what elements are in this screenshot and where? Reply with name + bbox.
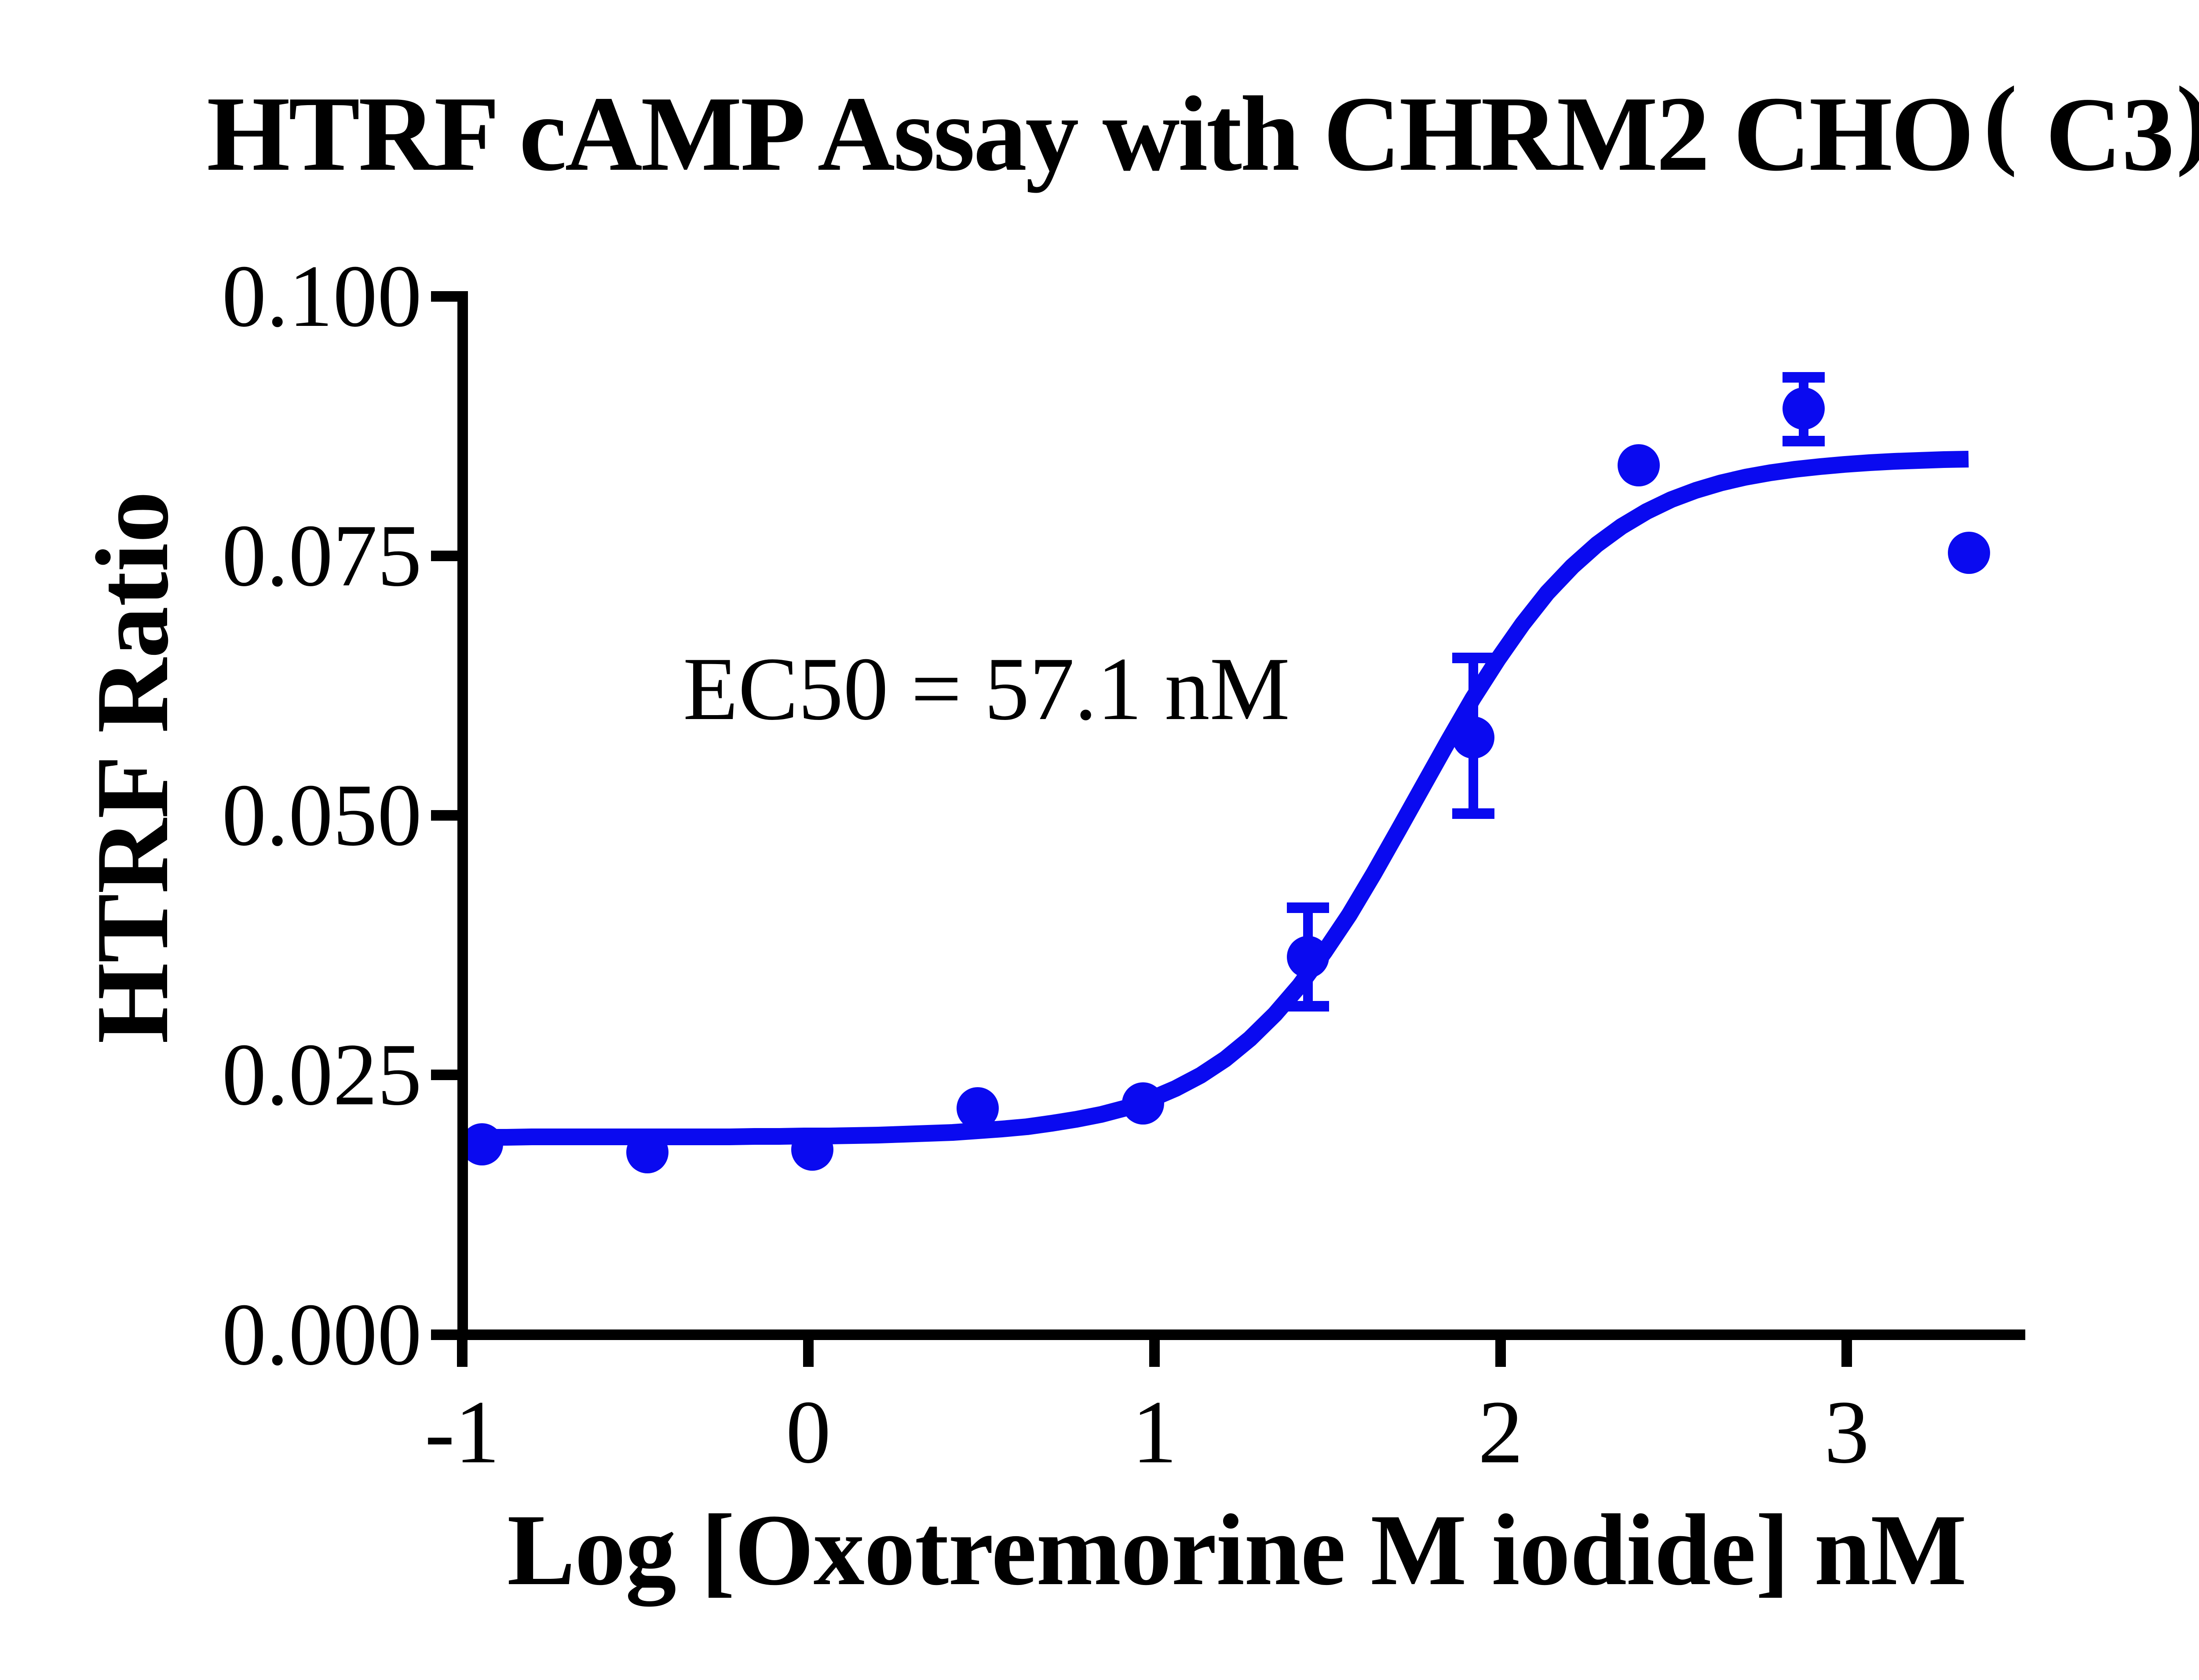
- svg-text:0.075: 0.075: [222, 506, 422, 605]
- svg-text:1: 1: [1132, 1382, 1177, 1482]
- svg-text:): ): [2176, 66, 2199, 178]
- svg-text:HTRF cAMP Assay with CHRM2 CHO: HTRF cAMP Assay with CHRM2 CHO: [207, 74, 1974, 193]
- svg-text:C3: C3: [2046, 76, 2174, 193]
- svg-text:0.025: 0.025: [222, 1025, 422, 1124]
- svg-text:0.100: 0.100: [222, 247, 422, 345]
- svg-text:0.050: 0.050: [222, 766, 422, 864]
- svg-text:EC50 = 57.1 nM: EC50 = 57.1 nM: [683, 639, 1290, 739]
- svg-text:0: 0: [786, 1382, 831, 1482]
- svg-text:3: 3: [1824, 1382, 1870, 1482]
- svg-text:2: 2: [1478, 1382, 1523, 1482]
- svg-text:0.000: 0.000: [222, 1285, 422, 1384]
- svg-text:(: (: [1983, 66, 2017, 178]
- svg-text:-1: -1: [425, 1382, 500, 1482]
- svg-text:HTRF Ratio: HTRF Ratio: [75, 491, 190, 1044]
- svg-text:Log [Oxotremorine M iodide] nM: Log [Oxotremorine M iodide] nM: [507, 1494, 1967, 1607]
